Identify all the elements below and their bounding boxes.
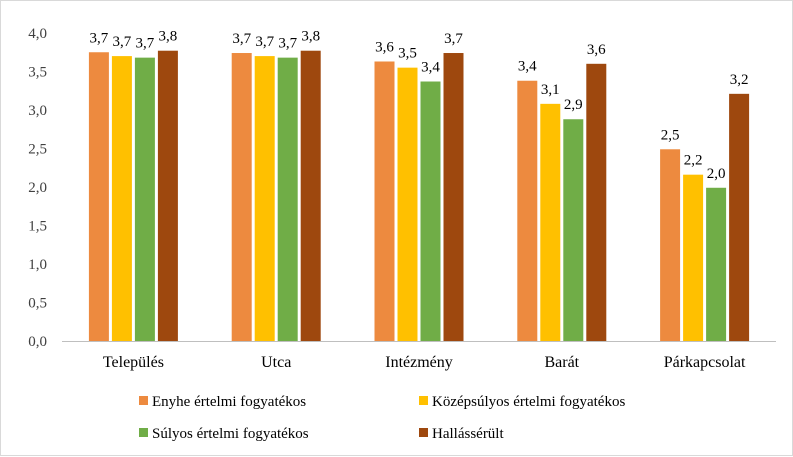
legend-label: Súlyos értelmi fogyatékos [152, 426, 309, 442]
y-tick-label: 1,5 [28, 219, 47, 235]
data-label: 3,7 [90, 30, 109, 46]
x-tick-label: Párkapcsolat [664, 354, 746, 371]
bar [443, 53, 464, 342]
bar [540, 103, 561, 341]
data-label: 2,9 [564, 97, 583, 113]
bar [517, 80, 538, 342]
data-label: 3,7 [232, 31, 251, 47]
bar [563, 119, 584, 342]
y-tick-label: 0,5 [28, 296, 47, 312]
data-label: 3,1 [541, 82, 560, 98]
x-tick-label: Település [103, 354, 164, 371]
bar [683, 174, 704, 341]
data-label: 3,6 [375, 39, 394, 55]
bar [586, 63, 607, 342]
bar [660, 149, 681, 341]
x-tick-label: Utca [261, 354, 291, 371]
legend-swatch [139, 428, 148, 437]
data-label: 3,6 [587, 42, 606, 58]
data-label: 3,4 [421, 60, 440, 76]
bar [374, 61, 395, 342]
bar [254, 56, 275, 341]
bar [706, 187, 727, 341]
y-tick-label: 3,5 [28, 65, 47, 81]
bar [134, 57, 155, 341]
bar [111, 56, 132, 341]
y-tick-label: 2,5 [28, 142, 47, 158]
data-label: 3,4 [518, 59, 537, 75]
legend-label: Enyhe értelmi fogyatékos [152, 394, 306, 410]
data-label: 3,8 [159, 29, 178, 45]
legend-swatch [419, 396, 428, 405]
y-tick-label: 0,0 [28, 334, 47, 350]
data-label: 3,7 [113, 34, 132, 50]
data-label: 2,2 [684, 153, 703, 169]
bar [277, 57, 298, 341]
legend-label: Középsúlyos értelmi fogyatékos [432, 394, 625, 410]
bar [231, 53, 252, 342]
data-label: 3,5 [398, 46, 417, 62]
data-label: 2,5 [661, 127, 680, 143]
bar [157, 50, 178, 342]
bar [729, 93, 750, 341]
bar [420, 81, 441, 341]
data-label: 2,0 [707, 166, 726, 182]
legend-swatch [419, 428, 428, 437]
legend-swatch [139, 396, 148, 405]
bar [88, 52, 109, 341]
bar [397, 67, 418, 342]
data-label: 3,2 [730, 72, 749, 88]
y-tick-label: 1,0 [28, 257, 47, 273]
y-tick-label: 2,0 [28, 180, 47, 196]
data-label: 3,8 [301, 29, 320, 45]
legend-label: Hallássérült [432, 426, 504, 442]
data-label: 3,7 [278, 36, 297, 52]
data-label: 3,7 [136, 36, 155, 52]
x-tick-label: Intézmény [385, 354, 453, 371]
data-label: 3,7 [255, 34, 274, 50]
bar [300, 50, 321, 342]
y-tick-label: 4,0 [28, 26, 47, 42]
y-tick-label: 3,0 [28, 103, 47, 119]
x-tick-label: Barát [544, 354, 579, 371]
data-label: 3,7 [444, 31, 463, 47]
